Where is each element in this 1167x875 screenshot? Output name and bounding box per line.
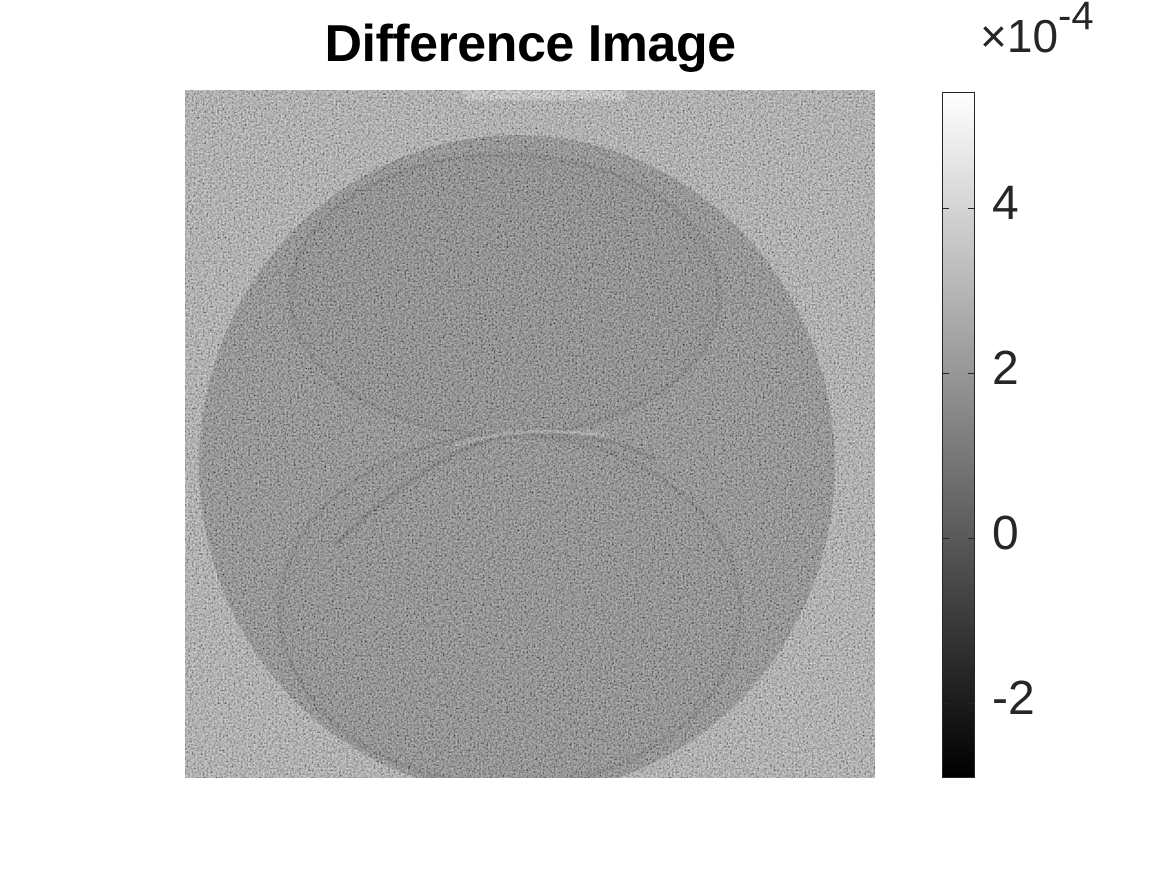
figure-title: Difference Image — [324, 15, 736, 73]
colorbar-tick-label: 2 — [992, 342, 1019, 396]
colorbar-tick-left — [942, 208, 949, 210]
colorbar-tick-label: 0 — [992, 507, 1019, 560]
colorbar-tick-label: 4 — [992, 177, 1019, 231]
difference-image-canvas — [185, 90, 875, 778]
colorbar-tick-right — [968, 373, 975, 375]
colorbar-tick-label: -2 — [992, 671, 1035, 725]
colorbar — [942, 92, 975, 778]
colorbar-tick-left — [942, 538, 949, 539]
colorbar-tick-right — [968, 208, 975, 210]
colorbar-gradient — [943, 93, 974, 777]
noise-overlay — [185, 90, 875, 778]
colorbar-exponent: ×10-4 — [980, 0, 1094, 64]
colorbar-exponent-power: -4 — [1058, 0, 1094, 38]
difference-image — [185, 90, 875, 778]
colorbar-tick-right — [968, 538, 975, 539]
colorbar-exponent-prefix: ×10 — [980, 10, 1059, 62]
colorbar-tick-right — [968, 702, 975, 704]
colorbar-tick-left — [942, 373, 949, 375]
colorbar-tick-left — [942, 702, 949, 704]
